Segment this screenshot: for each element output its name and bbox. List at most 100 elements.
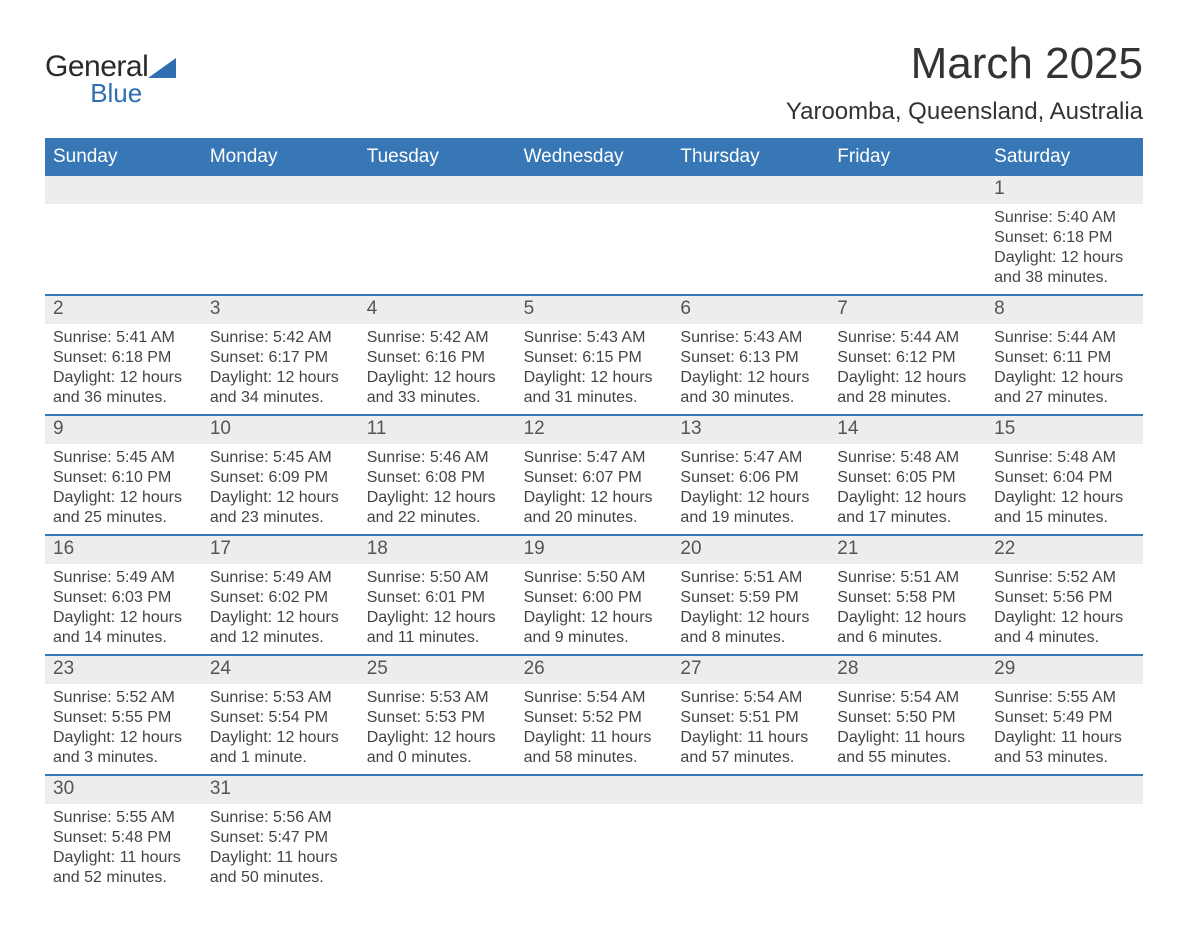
sunrise-text: Sunrise: 5:53 AM: [367, 688, 508, 708]
sunset-text: Sunset: 6:03 PM: [53, 588, 194, 608]
sunset-text: Sunset: 5:49 PM: [994, 708, 1135, 728]
sunrise-text: Sunrise: 5:46 AM: [367, 448, 508, 468]
daylight-text: Daylight: 12 hours and 27 minutes.: [994, 368, 1135, 408]
day-details-row: Sunrise: 5:52 AMSunset: 5:55 PMDaylight:…: [45, 684, 1143, 774]
sunrise-text: Sunrise: 5:49 AM: [210, 568, 351, 588]
sunrise-text: Sunrise: 5:50 AM: [367, 568, 508, 588]
day-detail: Sunrise: 5:43 AMSunset: 6:13 PMDaylight:…: [672, 324, 829, 414]
sunrise-text: Sunrise: 5:55 AM: [994, 688, 1135, 708]
day-detail: Sunrise: 5:45 AMSunset: 6:09 PMDaylight:…: [202, 444, 359, 534]
sunset-text: Sunset: 6:05 PM: [837, 468, 978, 488]
day-detail: Sunrise: 5:44 AMSunset: 6:11 PMDaylight:…: [986, 324, 1143, 414]
day-detail: Sunrise: 5:51 AMSunset: 5:58 PMDaylight:…: [829, 564, 986, 654]
day-number: 22: [986, 536, 1143, 564]
day-detail: Sunrise: 5:52 AMSunset: 5:56 PMDaylight:…: [986, 564, 1143, 654]
header-row: General Blue March 2025 Yaroomba, Queens…: [45, 40, 1143, 126]
day-detail: [359, 204, 516, 294]
dow-sunday: Sunday: [45, 140, 202, 176]
daylight-text: Daylight: 12 hours and 9 minutes.: [524, 608, 665, 648]
day-number: 5: [516, 296, 673, 324]
day-details-row: Sunrise: 5:45 AMSunset: 6:10 PMDaylight:…: [45, 444, 1143, 534]
daylight-text: Daylight: 12 hours and 36 minutes.: [53, 368, 194, 408]
daylight-text: Daylight: 12 hours and 28 minutes.: [837, 368, 978, 408]
day-number: [202, 176, 359, 204]
day-number: 4: [359, 296, 516, 324]
sunset-text: Sunset: 5:59 PM: [680, 588, 821, 608]
day-number: 3: [202, 296, 359, 324]
sunrise-text: Sunrise: 5:43 AM: [524, 328, 665, 348]
day-detail: Sunrise: 5:55 AMSunset: 5:49 PMDaylight:…: [986, 684, 1143, 774]
day-detail: Sunrise: 5:54 AMSunset: 5:50 PMDaylight:…: [829, 684, 986, 774]
day-of-week-header: Sunday Monday Tuesday Wednesday Thursday…: [45, 140, 1143, 176]
sunset-text: Sunset: 6:00 PM: [524, 588, 665, 608]
day-number: [672, 776, 829, 804]
dow-monday: Monday: [202, 140, 359, 176]
day-detail: Sunrise: 5:43 AMSunset: 6:15 PMDaylight:…: [516, 324, 673, 414]
day-number: [516, 176, 673, 204]
sunset-text: Sunset: 5:52 PM: [524, 708, 665, 728]
day-detail: [672, 804, 829, 894]
sunrise-text: Sunrise: 5:48 AM: [994, 448, 1135, 468]
day-number: [45, 176, 202, 204]
day-detail: Sunrise: 5:47 AMSunset: 6:07 PMDaylight:…: [516, 444, 673, 534]
day-detail: [672, 204, 829, 294]
sunrise-text: Sunrise: 5:50 AM: [524, 568, 665, 588]
day-number-band: 9101112131415: [45, 416, 1143, 444]
day-detail: Sunrise: 5:41 AMSunset: 6:18 PMDaylight:…: [45, 324, 202, 414]
sunrise-text: Sunrise: 5:44 AM: [994, 328, 1135, 348]
sunset-text: Sunset: 6:04 PM: [994, 468, 1135, 488]
day-number: 12: [516, 416, 673, 444]
sunset-text: Sunset: 6:09 PM: [210, 468, 351, 488]
sunset-text: Sunset: 5:56 PM: [994, 588, 1135, 608]
sunrise-text: Sunrise: 5:51 AM: [680, 568, 821, 588]
sunset-text: Sunset: 5:58 PM: [837, 588, 978, 608]
day-number: 20: [672, 536, 829, 564]
sunset-text: Sunset: 6:17 PM: [210, 348, 351, 368]
day-detail: Sunrise: 5:51 AMSunset: 5:59 PMDaylight:…: [672, 564, 829, 654]
day-detail: Sunrise: 5:46 AMSunset: 6:08 PMDaylight:…: [359, 444, 516, 534]
sunset-text: Sunset: 6:02 PM: [210, 588, 351, 608]
day-number-band: 23242526272829: [45, 656, 1143, 684]
day-number: 2: [45, 296, 202, 324]
daylight-text: Daylight: 12 hours and 30 minutes.: [680, 368, 821, 408]
sunrise-text: Sunrise: 5:53 AM: [210, 688, 351, 708]
day-number: [359, 776, 516, 804]
daylight-text: Daylight: 11 hours and 58 minutes.: [524, 728, 665, 768]
daylight-text: Daylight: 12 hours and 15 minutes.: [994, 488, 1135, 528]
sunrise-text: Sunrise: 5:48 AM: [837, 448, 978, 468]
daylight-text: Daylight: 12 hours and 19 minutes.: [680, 488, 821, 528]
sunrise-text: Sunrise: 5:42 AM: [367, 328, 508, 348]
sunrise-text: Sunrise: 5:42 AM: [210, 328, 351, 348]
day-number: [829, 776, 986, 804]
day-detail: [359, 804, 516, 894]
daylight-text: Daylight: 12 hours and 20 minutes.: [524, 488, 665, 528]
day-number: 11: [359, 416, 516, 444]
calendar-week: 23242526272829Sunrise: 5:52 AMSunset: 5:…: [45, 654, 1143, 774]
sunset-text: Sunset: 5:47 PM: [210, 828, 351, 848]
month-title: March 2025: [786, 40, 1143, 88]
sunset-text: Sunset: 6:18 PM: [53, 348, 194, 368]
sunset-text: Sunset: 6:01 PM: [367, 588, 508, 608]
daylight-text: Daylight: 12 hours and 25 minutes.: [53, 488, 194, 528]
day-number: 16: [45, 536, 202, 564]
daylight-text: Daylight: 12 hours and 8 minutes.: [680, 608, 821, 648]
title-block: March 2025 Yaroomba, Queensland, Austral…: [786, 40, 1143, 126]
day-number: 17: [202, 536, 359, 564]
logo-line2: Blue: [90, 80, 142, 106]
daylight-text: Daylight: 12 hours and 33 minutes.: [367, 368, 508, 408]
day-number: 26: [516, 656, 673, 684]
sunrise-text: Sunrise: 5:43 AM: [680, 328, 821, 348]
sunset-text: Sunset: 6:11 PM: [994, 348, 1135, 368]
daylight-text: Daylight: 11 hours and 57 minutes.: [680, 728, 821, 768]
sunrise-text: Sunrise: 5:51 AM: [837, 568, 978, 588]
day-number: 28: [829, 656, 986, 684]
day-detail: Sunrise: 5:48 AMSunset: 6:05 PMDaylight:…: [829, 444, 986, 534]
day-detail: [829, 804, 986, 894]
daylight-text: Daylight: 12 hours and 23 minutes.: [210, 488, 351, 528]
sunset-text: Sunset: 6:07 PM: [524, 468, 665, 488]
day-number: 19: [516, 536, 673, 564]
calendar-week: 9101112131415Sunrise: 5:45 AMSunset: 6:1…: [45, 414, 1143, 534]
sunrise-text: Sunrise: 5:54 AM: [524, 688, 665, 708]
day-number: 14: [829, 416, 986, 444]
day-number: 18: [359, 536, 516, 564]
